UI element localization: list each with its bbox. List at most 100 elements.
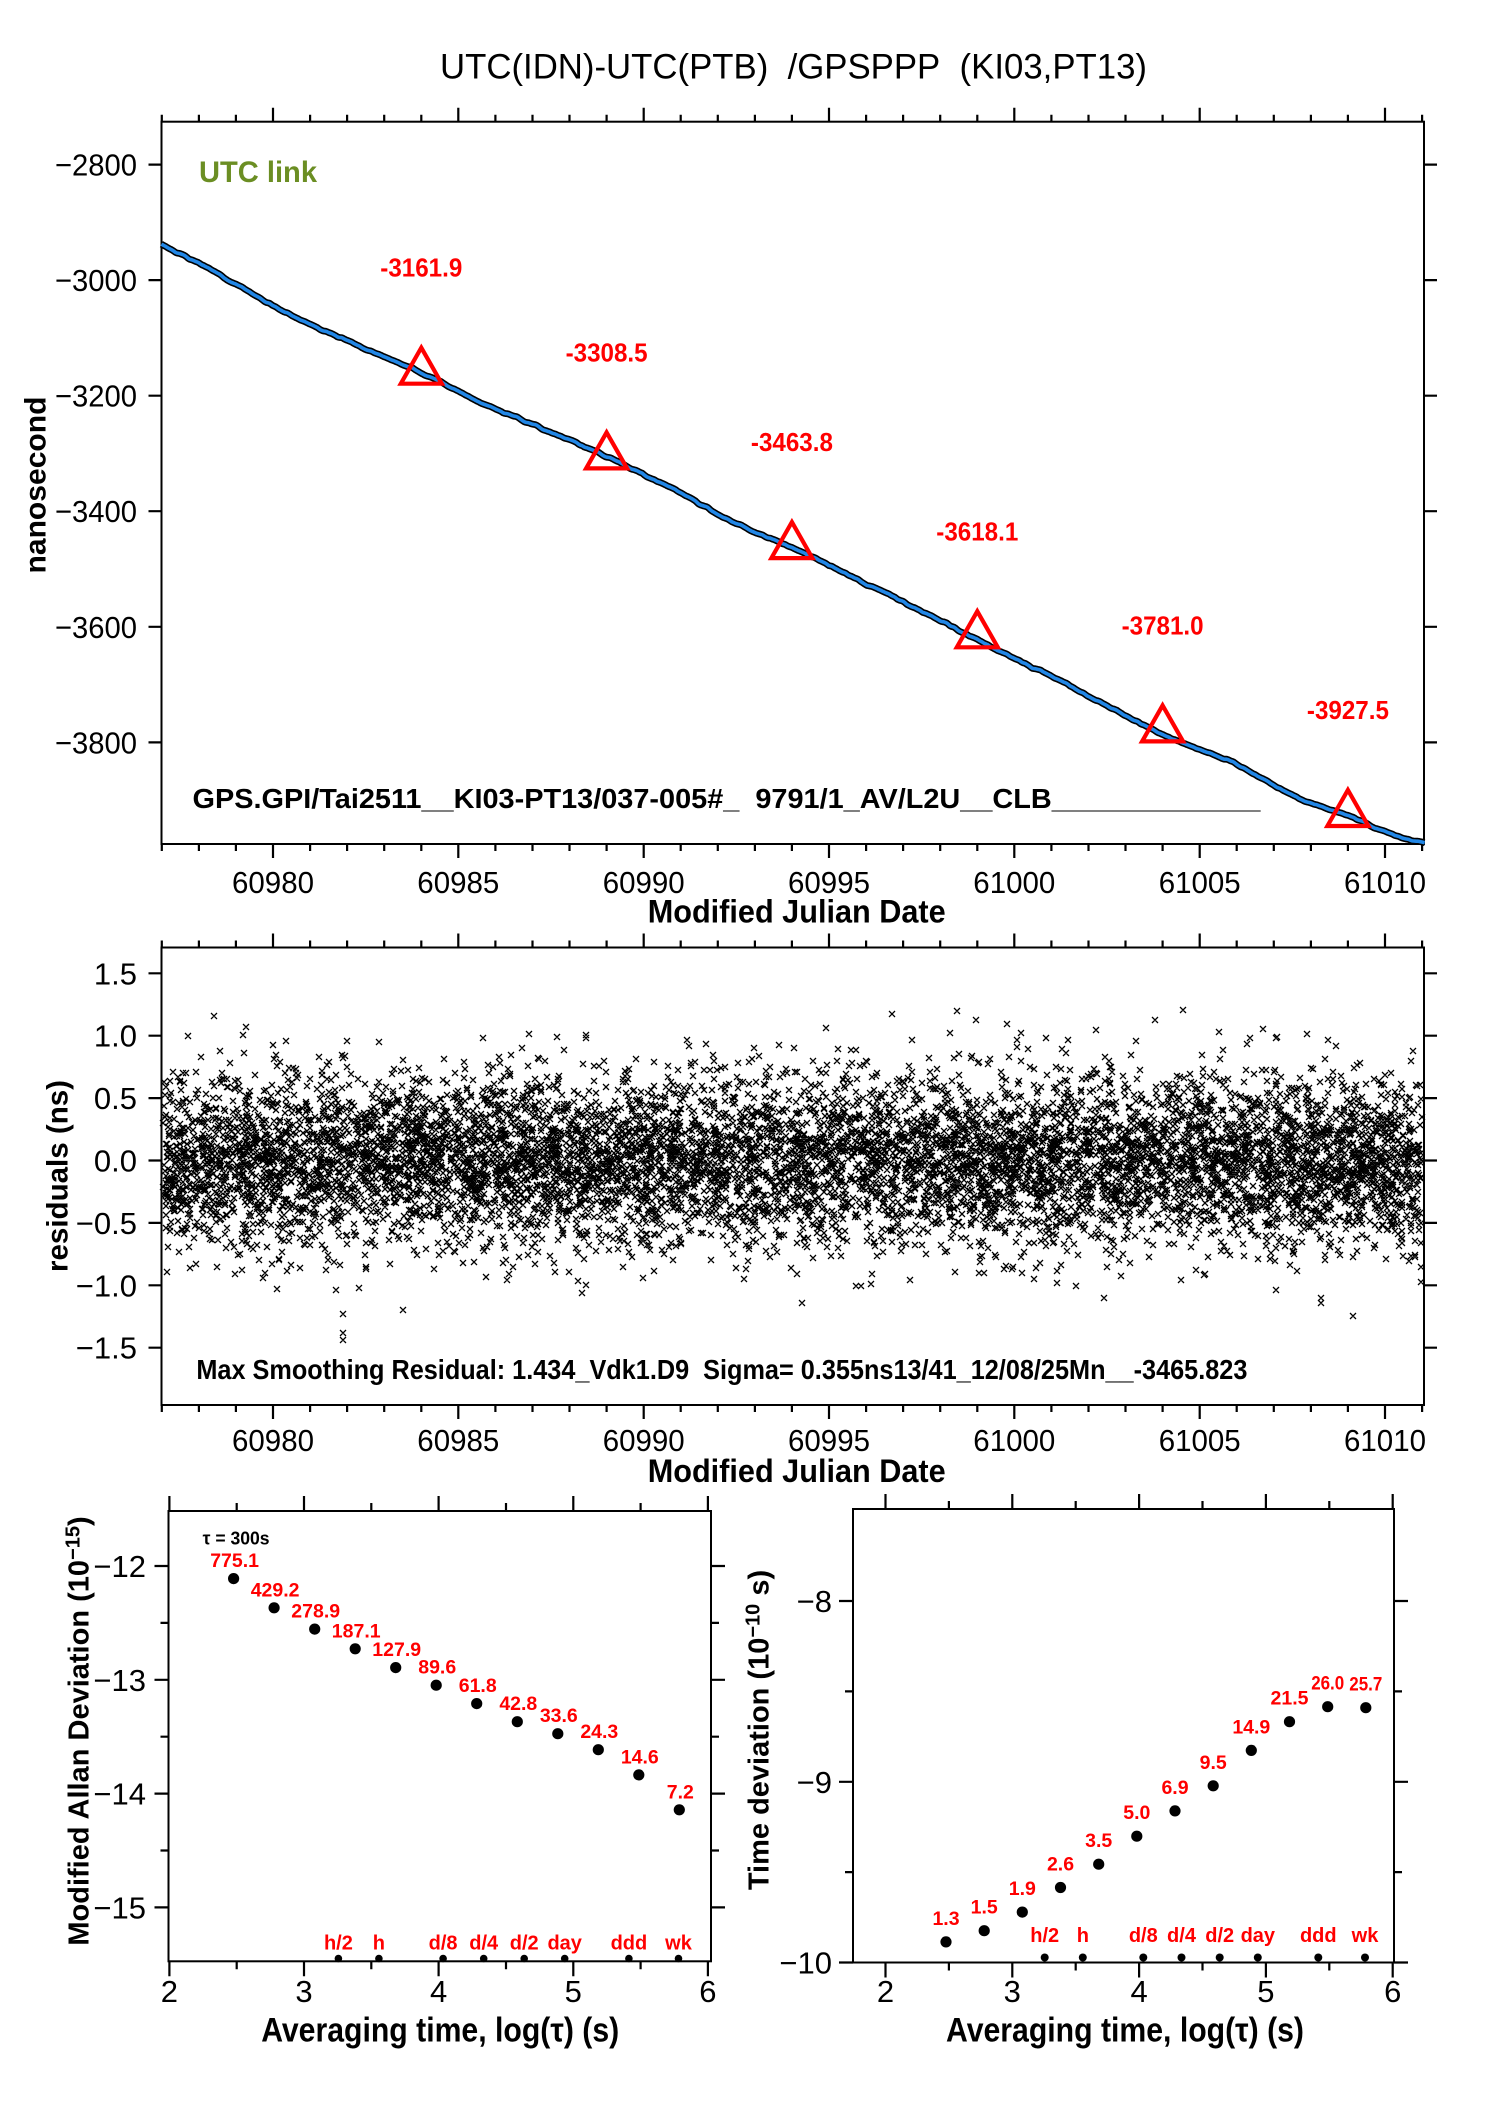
svg-text:60990: 60990 <box>603 865 685 900</box>
svg-text:1.5: 1.5 <box>94 956 137 991</box>
svg-text:wk: wk <box>664 1933 693 1955</box>
svg-text:d/8: d/8 <box>429 1933 458 1955</box>
svg-text:61005: 61005 <box>1159 1423 1241 1458</box>
svg-text:−13: −13 <box>93 1663 146 1698</box>
svg-text:−10: −10 <box>779 1946 832 1981</box>
svg-text:−0.5: −0.5 <box>76 1206 137 1241</box>
svg-text:-3618.1: -3618.1 <box>936 516 1018 546</box>
svg-text:89.6: 89.6 <box>418 1657 456 1679</box>
svg-text:61010: 61010 <box>1344 865 1426 900</box>
svg-text:5: 5 <box>565 1974 582 2009</box>
svg-text:Modified Julian Date: Modified Julian Date <box>648 894 946 930</box>
svg-text:-3781.0: -3781.0 <box>1122 610 1204 640</box>
svg-text:−1.5: −1.5 <box>76 1331 137 1366</box>
svg-text:60980: 60980 <box>232 1423 314 1458</box>
svg-text:−12: −12 <box>93 1549 146 1584</box>
svg-text:60995: 60995 <box>788 1423 870 1458</box>
svg-text:d/4: d/4 <box>469 1933 499 1955</box>
svg-text:d/8: d/8 <box>1129 1925 1158 1947</box>
svg-text:61.8: 61.8 <box>459 1675 497 1697</box>
svg-text:24.3: 24.3 <box>580 1721 618 1743</box>
svg-text:−3800: −3800 <box>55 725 137 760</box>
svg-text:UTC link: UTC link <box>199 156 317 189</box>
svg-text:1.0: 1.0 <box>94 1019 137 1054</box>
svg-text:60985: 60985 <box>417 865 499 900</box>
svg-text:h/2: h/2 <box>1030 1925 1059 1947</box>
svg-text:day: day <box>547 1933 582 1955</box>
svg-text:1.9: 1.9 <box>1009 1878 1036 1900</box>
svg-text:0.5: 0.5 <box>94 1081 137 1116</box>
svg-text:Averaging time, log(τ) (s): Averaging time, log(τ) (s) <box>261 2012 619 2050</box>
svg-text:−9: −9 <box>797 1765 832 1800</box>
svg-text:61000: 61000 <box>973 1423 1055 1458</box>
svg-text:-3308.5: -3308.5 <box>566 337 648 367</box>
svg-text:278.9: 278.9 <box>291 1601 340 1623</box>
svg-text:τ = 300s: τ = 300s <box>203 1529 270 1549</box>
svg-text:4: 4 <box>1130 1974 1147 2009</box>
svg-text:−3400: −3400 <box>55 494 137 529</box>
svg-text:3: 3 <box>1004 1974 1021 2009</box>
svg-text:nanosecond: nanosecond <box>20 397 53 574</box>
svg-text:775.1: 775.1 <box>210 1550 259 1572</box>
svg-text:60980: 60980 <box>232 865 314 900</box>
svg-text:d/2: d/2 <box>510 1933 539 1955</box>
svg-text:Time deviation (10−10 s): Time deviation (10−10 s) <box>743 1570 776 1890</box>
svg-text:7.2: 7.2 <box>667 1781 694 1803</box>
svg-text:0.0: 0.0 <box>94 1144 137 1179</box>
svg-text:UTC(IDN)-UTC(PTB) /GPSPPP (K: UTC(IDN)-UTC(PTB) /GPSPPP (KI03,PT13) <box>440 48 1147 87</box>
svg-text:429.2: 429.2 <box>251 1579 300 1601</box>
svg-text:h: h <box>373 1933 385 1955</box>
svg-text:5: 5 <box>1257 1974 1274 2009</box>
svg-text:187.1: 187.1 <box>332 1620 381 1642</box>
svg-text:14.9: 14.9 <box>1232 1716 1270 1738</box>
svg-text:61005: 61005 <box>1159 865 1241 900</box>
svg-text:1.5: 1.5 <box>971 1897 998 1919</box>
svg-text:Max Smoothing Residual: 1.434_: Max Smoothing Residual: 1.434_Vdk1.D9 Si… <box>196 1354 1247 1385</box>
svg-text:Modified Allan Deviation (10−1: Modified Allan Deviation (10−15) <box>63 1516 96 1945</box>
svg-text:3: 3 <box>295 1974 312 2009</box>
svg-text:60995: 60995 <box>788 865 870 900</box>
svg-text:33.6: 33.6 <box>540 1705 578 1727</box>
svg-text:−14: −14 <box>93 1777 146 1812</box>
svg-text:4: 4 <box>430 1974 447 2009</box>
svg-text:5.0: 5.0 <box>1123 1802 1150 1824</box>
svg-text:ddd: ddd <box>611 1933 648 1955</box>
svg-text:residuals (ns): residuals (ns) <box>42 1080 75 1272</box>
svg-text:d/4: d/4 <box>1167 1925 1197 1947</box>
svg-text:h/2: h/2 <box>324 1933 353 1955</box>
svg-text:d/2: d/2 <box>1205 1925 1234 1947</box>
svg-text:6: 6 <box>699 1974 716 2009</box>
svg-text:21.5: 21.5 <box>1271 1688 1309 1710</box>
svg-text:-3463.8: -3463.8 <box>751 427 833 457</box>
svg-text:2: 2 <box>161 1974 178 2009</box>
svg-text:-3927.5: -3927.5 <box>1307 695 1389 725</box>
svg-text:2: 2 <box>877 1974 894 2009</box>
svg-text:42.8: 42.8 <box>499 1693 537 1715</box>
svg-text:h: h <box>1077 1925 1089 1947</box>
svg-text:−3000: −3000 <box>55 263 137 298</box>
svg-text:25.7: 25.7 <box>1349 1674 1382 1696</box>
svg-text:2.6: 2.6 <box>1047 1854 1074 1876</box>
svg-text:14.6: 14.6 <box>621 1746 659 1768</box>
svg-text:1.3: 1.3 <box>932 1908 959 1930</box>
svg-text:6: 6 <box>1384 1974 1401 2009</box>
svg-text:wk: wk <box>1351 1925 1380 1947</box>
svg-text:Averaging time, log(τ) (s): Averaging time, log(τ) (s) <box>946 2012 1304 2050</box>
svg-text:60985: 60985 <box>417 1423 499 1458</box>
svg-text:26.0: 26.0 <box>1311 1673 1344 1695</box>
svg-text:60990: 60990 <box>603 1423 685 1458</box>
svg-text:61000: 61000 <box>973 865 1055 900</box>
svg-text:−3600: −3600 <box>55 610 137 645</box>
svg-text:day: day <box>1241 1925 1276 1947</box>
svg-text:GPS.GPI/Tai2511__KI03-PT13/037: GPS.GPI/Tai2511__KI03-PT13/037-005#_ 979… <box>193 783 1261 814</box>
svg-text:−1.0: −1.0 <box>76 1268 137 1303</box>
svg-text:−15: −15 <box>93 1890 146 1925</box>
svg-text:6.9: 6.9 <box>1161 1777 1188 1799</box>
svg-text:−3200: −3200 <box>55 379 137 414</box>
svg-text:9.5: 9.5 <box>1200 1752 1227 1774</box>
svg-text:-3161.9: -3161.9 <box>380 253 462 283</box>
svg-text:ddd: ddd <box>1300 1925 1337 1947</box>
svg-text:−2800: −2800 <box>55 148 137 183</box>
svg-text:Modified Julian Date: Modified Julian Date <box>648 1453 946 1489</box>
svg-text:3.5: 3.5 <box>1085 1830 1112 1852</box>
